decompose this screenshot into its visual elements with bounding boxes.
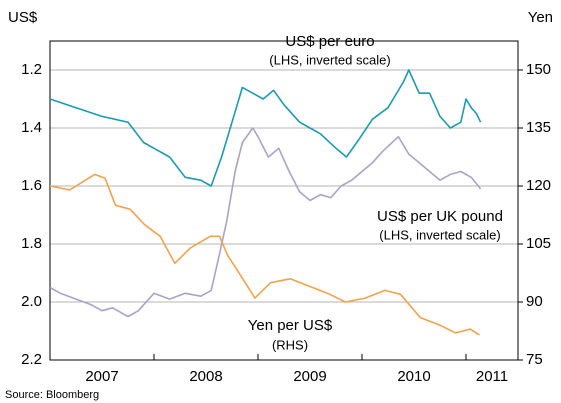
series-line xyxy=(49,127,482,318)
y-tick-label: 2.2 xyxy=(21,351,42,368)
y2-tick-label: 150 xyxy=(526,61,551,78)
y-tick-label: 1.6 xyxy=(21,177,42,194)
series-label: US$ per UK pound xyxy=(377,208,503,225)
y-tick-label: 1.4 xyxy=(21,119,42,136)
series-note: (LHS, inverted scale) xyxy=(269,52,390,67)
series-note: (LHS, inverted scale) xyxy=(379,227,500,242)
source: Source: Bloomberg xyxy=(5,389,99,401)
series-line xyxy=(49,173,480,336)
y2-tick-label: 105 xyxy=(526,235,551,252)
x-tick-label: 2010 xyxy=(397,368,430,385)
series-note: (RHS) xyxy=(272,337,308,352)
y2-tick-label: 75 xyxy=(526,351,543,368)
y-axis-label: US$ xyxy=(8,9,38,26)
y2-tick-label: 135 xyxy=(526,119,551,136)
plot-frame xyxy=(49,40,519,361)
x-tick-label: 2008 xyxy=(189,368,222,385)
series-label: Yen per US$ xyxy=(248,317,333,334)
x-tick-label: 2011 xyxy=(476,368,508,385)
x-tick-label: 2009 xyxy=(293,368,326,385)
y-tick-label: 2.0 xyxy=(21,293,42,310)
y2-tick-label: 90 xyxy=(526,293,543,310)
y2-tick-label: 120 xyxy=(526,177,551,194)
series-label: US$ per euro xyxy=(285,33,374,50)
y2-axis-label: Yen xyxy=(528,9,553,26)
x-tick-label: 2007 xyxy=(85,368,118,385)
series-line xyxy=(49,69,482,187)
y-tick-label: 1.2 xyxy=(21,61,42,78)
y-tick-label: 1.8 xyxy=(21,235,42,252)
